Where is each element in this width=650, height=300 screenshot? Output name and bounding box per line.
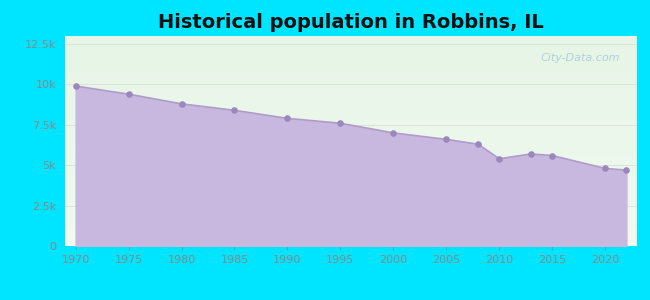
Point	[547, 153, 558, 158]
Point	[70, 84, 81, 88]
Text: City-Data.com: City-Data.com	[540, 53, 620, 63]
Point	[441, 137, 452, 142]
Point	[526, 152, 536, 156]
Point	[621, 168, 632, 172]
Point	[282, 116, 293, 121]
Point	[229, 108, 240, 113]
Point	[473, 142, 484, 147]
Point	[388, 130, 398, 135]
Point	[600, 166, 610, 171]
Point	[335, 121, 346, 126]
Point	[176, 101, 187, 106]
Title: Historical population in Robbins, IL: Historical population in Robbins, IL	[158, 13, 544, 32]
Point	[124, 92, 134, 97]
Point	[494, 156, 504, 161]
